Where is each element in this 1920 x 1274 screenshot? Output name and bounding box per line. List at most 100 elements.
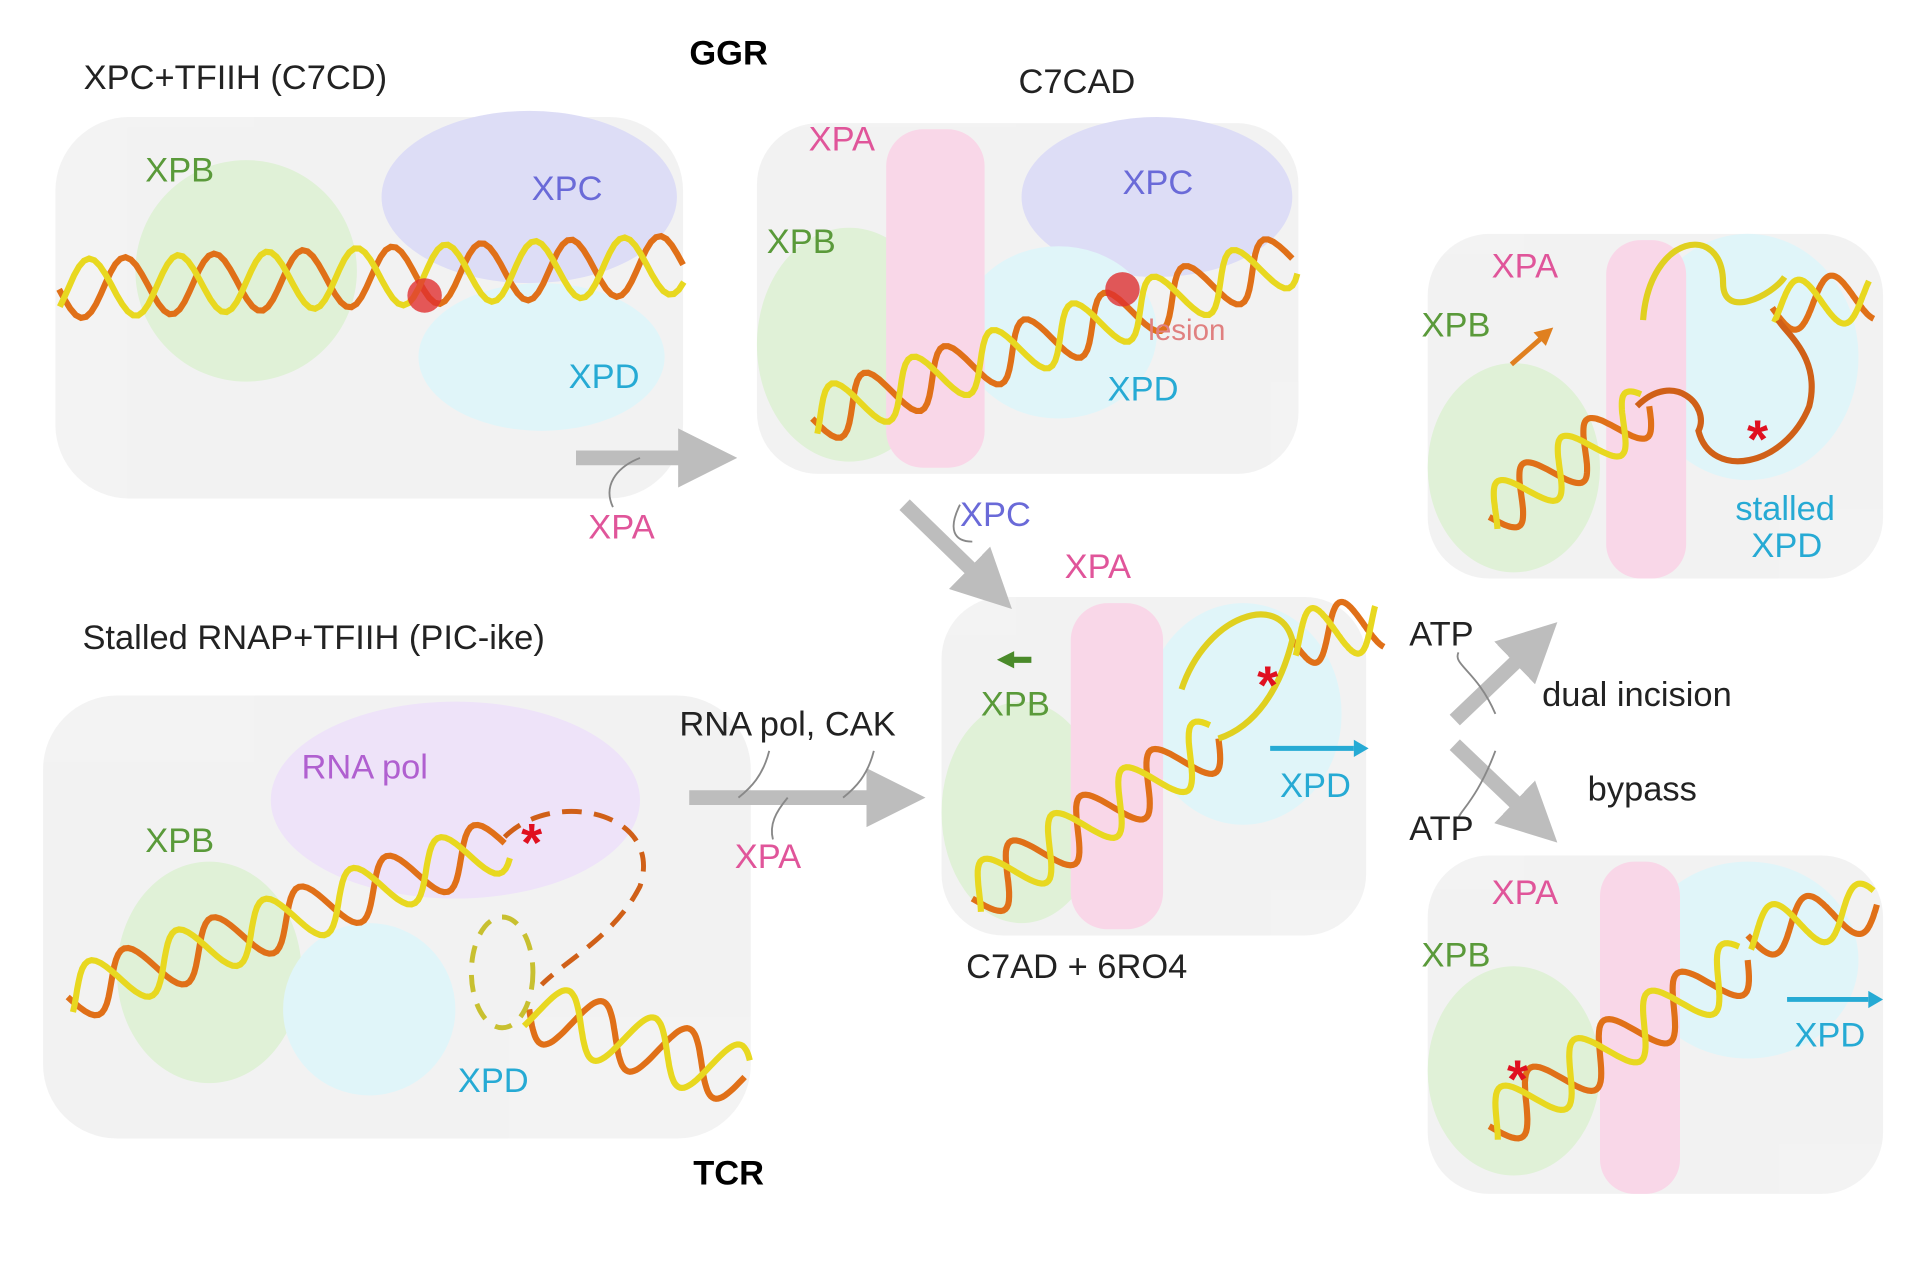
- panel-title: C7AD + 6RO4: [966, 948, 1187, 986]
- surface: [55, 117, 684, 499]
- asterisk: *: [1747, 409, 1769, 469]
- surface: [1427, 855, 1884, 1194]
- asterisk: *: [521, 813, 543, 873]
- branch: [1456, 651, 1497, 715]
- lesion-marker: [407, 278, 442, 313]
- surface-xpb: [1427, 966, 1600, 1176]
- dna-strand: [1292, 605, 1379, 657]
- surface-xpb: [1427, 363, 1600, 573]
- branch: [952, 504, 973, 543]
- surface: [756, 123, 1299, 474]
- branch: [842, 750, 875, 799]
- lesion-label: lesion: [1148, 314, 1225, 347]
- panel-title: XPC+TFIIH (C7CD): [84, 59, 387, 97]
- xpb-direction: [996, 651, 1015, 669]
- surface-xpd: [418, 283, 665, 431]
- surface-xpa: [886, 129, 985, 468]
- ssdna: [1640, 241, 1788, 321]
- dna-strand: [1745, 892, 1880, 958]
- flow-arrows: [576, 428, 1558, 843]
- outcome-label: bypass: [1588, 771, 1697, 809]
- protein-label: XPD: [458, 1062, 529, 1100]
- protein-label: XPD: [1280, 767, 1351, 805]
- surface-xpb: [941, 701, 1102, 924]
- branch: [771, 797, 789, 840]
- protein-label: XPD: [569, 358, 640, 396]
- protein-label: XPA: [1065, 548, 1131, 586]
- panel-title: C7CAD: [1019, 63, 1136, 101]
- surface-xpc: [381, 110, 677, 284]
- protein-label: XPC: [532, 170, 603, 208]
- surface-xpa: [1600, 861, 1680, 1194]
- xpb-direction: [1509, 336, 1543, 367]
- xpb-direction: [1533, 327, 1554, 346]
- heading: TCR: [693, 1155, 764, 1193]
- xpd-direction: [1868, 990, 1884, 1009]
- surface-rnapol: [270, 701, 640, 899]
- panel-title: Stalled RNAP+TFIIH (PIC-ike): [82, 619, 544, 657]
- dna-strand: [814, 247, 1301, 435]
- dna-strand: [526, 997, 747, 1102]
- surface-xpd: [283, 923, 456, 1096]
- dna-strand: [1492, 940, 1741, 1140]
- arrow: [1449, 739, 1558, 843]
- outcome-label: dual incision: [1542, 676, 1732, 714]
- surface: [43, 695, 751, 1139]
- dna-helices: [56, 232, 1880, 1142]
- branch: [608, 457, 641, 508]
- protein-label: RNA pol: [302, 748, 428, 786]
- protein-label: XPB: [145, 822, 214, 860]
- surface-xpa: [1070, 603, 1164, 930]
- dna-strand: [1490, 388, 1643, 530]
- asterisk: *: [1257, 656, 1279, 716]
- ssdna: [1634, 318, 1815, 465]
- dashed-strand: [468, 914, 536, 1031]
- dna-strand: [1289, 598, 1386, 666]
- dna-strand: [65, 821, 507, 1019]
- arrow-label: RNA pol, CAK: [679, 705, 895, 743]
- protein-label: XPA: [1492, 874, 1558, 912]
- protein-label: XPA: [1492, 247, 1558, 285]
- branch-lines: [608, 457, 1497, 840]
- protein-label: XPB: [767, 223, 836, 261]
- protein-label: XPD: [1751, 527, 1822, 565]
- protein-label: stalled: [1735, 490, 1835, 528]
- dna-strand: [57, 234, 687, 319]
- arrow-label: XPA: [735, 838, 801, 876]
- protein-label: XPD: [1108, 371, 1179, 409]
- protein-label: XPA: [809, 121, 875, 159]
- lesion-asterisks: * * * *: [521, 409, 1769, 1109]
- surface-xpc: [1021, 117, 1293, 277]
- arrow-label: ATP: [1409, 615, 1473, 653]
- surface-xpb: [135, 160, 357, 382]
- surface: [1427, 233, 1884, 579]
- protein-label: XPC: [1122, 164, 1193, 202]
- protein-label: XPD: [1794, 1017, 1865, 1055]
- dna-strand: [810, 236, 1295, 441]
- asterisk: *: [1507, 1049, 1529, 1109]
- heading: GGR: [689, 35, 768, 73]
- dna-strand: [69, 833, 513, 1013]
- dna-strand: [56, 232, 686, 322]
- dna-strand: [970, 738, 1224, 915]
- dna-strand: [521, 987, 753, 1092]
- xpd-direction: [1353, 739, 1369, 757]
- arrow-label: XPA: [588, 508, 654, 546]
- dna-strand: [1748, 880, 1876, 951]
- dna-strand: [1769, 272, 1876, 333]
- arrow: [1449, 622, 1558, 726]
- dna-strand: [974, 718, 1212, 912]
- protein-label: XPB: [145, 151, 214, 189]
- surface-xpa: [1606, 240, 1687, 579]
- dna-strand: [1487, 959, 1752, 1142]
- protein-label: XPB: [1422, 937, 1491, 975]
- branch: [1457, 750, 1497, 819]
- lesion-marker: [1105, 272, 1140, 307]
- arrow-label: ATP: [1409, 810, 1473, 848]
- dashed-strand: [502, 808, 646, 987]
- protein-label: XPB: [981, 686, 1050, 724]
- arrow: [899, 499, 1012, 609]
- ssdna: [1178, 611, 1296, 742]
